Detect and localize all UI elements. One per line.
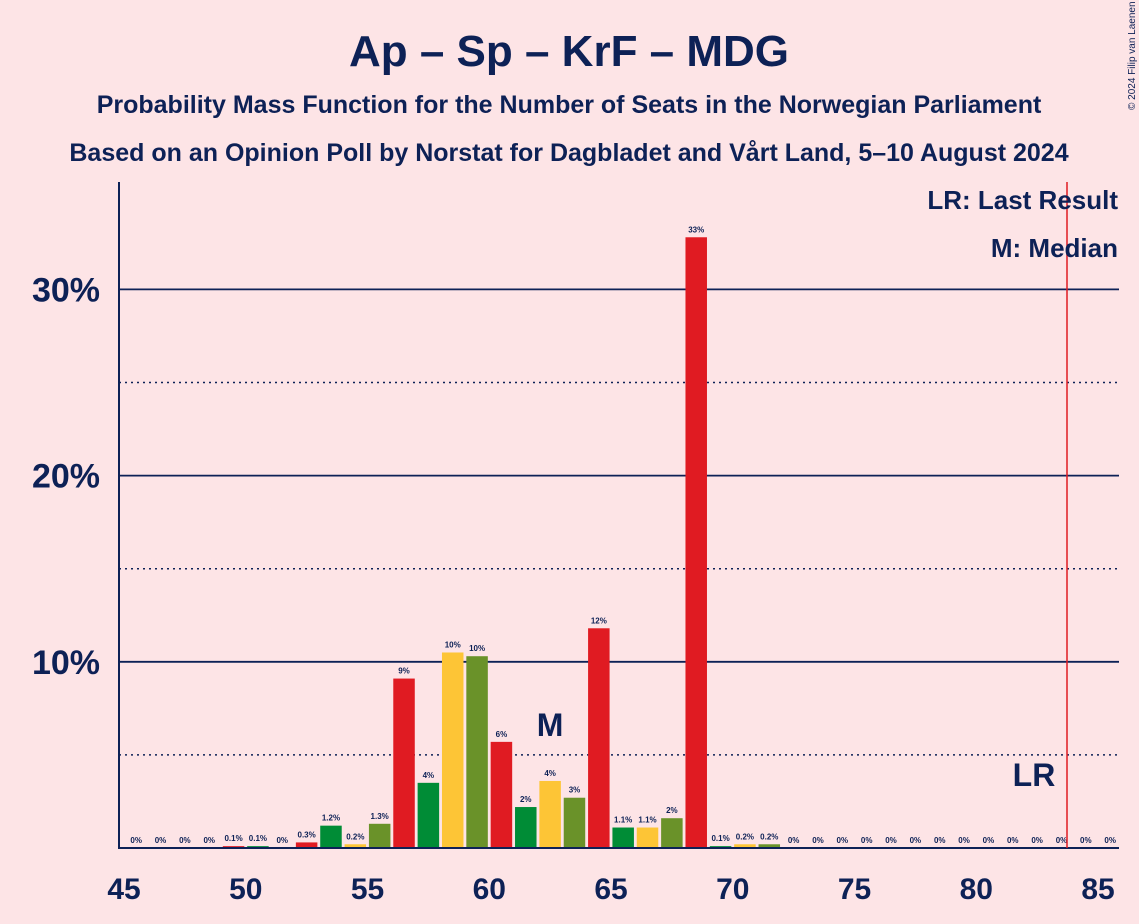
chart-title: Ap – Sp – KrF – MDG [349, 27, 789, 76]
y-tick-label: 20% [32, 458, 100, 496]
bar-label: 0% [812, 836, 824, 845]
x-tick-label: 80 [960, 873, 993, 906]
bar-label: 1.3% [371, 812, 389, 821]
y-axis-ticks: 10% 20% 30% [32, 271, 100, 681]
x-tick-label: 60 [473, 873, 506, 906]
bar-label: 0% [179, 836, 191, 845]
bar-label: 0% [861, 836, 873, 845]
x-tick-label: 70 [716, 873, 749, 906]
bar-seat-69 [685, 237, 707, 848]
bar-label: 0% [276, 836, 288, 845]
bar-label: 9% [398, 667, 410, 676]
legend-last-result: LR: Last Result [927, 185, 1118, 215]
bar-label: 0% [1104, 836, 1116, 845]
y-tick-label: 30% [32, 271, 100, 309]
y-tick-label: 10% [32, 644, 100, 682]
bar-label: 4% [544, 769, 556, 778]
x-tick-label: 75 [838, 873, 871, 906]
bar-label: 0.1% [711, 834, 729, 843]
bar-label: 0.2% [346, 832, 364, 841]
bar-seat-59 [441, 652, 464, 848]
bar-seat-58 [417, 782, 440, 848]
bar-label: 33% [688, 225, 704, 234]
bar-label: 4% [423, 771, 435, 780]
bar-label: 0% [1056, 836, 1068, 845]
bar-label: 0% [203, 836, 215, 845]
bar-seat-56 [368, 823, 391, 848]
bar-label: 0% [958, 836, 970, 845]
bar-label: 0% [788, 836, 800, 845]
gridlines [119, 288, 1119, 756]
bar-label: 1.2% [322, 814, 340, 823]
legend-median: M: Median [991, 233, 1118, 263]
bar-label: 6% [496, 730, 508, 739]
bar-label: 1.1% [638, 816, 656, 825]
chart-subtitle-1: Probability Mass Function for the Number… [97, 91, 1042, 119]
bar-seat-63 [539, 780, 561, 848]
last-result-marker: LR [1013, 757, 1056, 793]
bar-label: 0% [910, 836, 922, 845]
bar-seat-57 [393, 678, 415, 848]
bar-label: 0.3% [298, 830, 316, 839]
bar-label: 12% [591, 616, 607, 625]
bar-seat-62 [515, 807, 537, 848]
bar-label: 0% [983, 836, 995, 845]
bar-label: 10% [469, 644, 485, 653]
bar-seat-61 [490, 741, 513, 848]
bar-label: 0% [1031, 836, 1043, 845]
bar-label: 0% [1007, 836, 1019, 845]
bar-seat-71 [734, 844, 756, 848]
x-tick-label: 55 [351, 873, 384, 906]
bar-seat-60 [466, 656, 488, 848]
x-tick-label: 85 [1081, 873, 1114, 906]
bar-label: 0% [155, 836, 167, 845]
x-tick-label: 65 [594, 873, 627, 906]
x-tick-label: 45 [107, 873, 140, 906]
bar-seat-66 [612, 827, 634, 848]
x-axis-ticks: 45 50 55 60 65 70 75 80 85 [107, 873, 1114, 906]
bar-label: 2% [520, 795, 532, 804]
copyright-notice: © 2024 Filip van Laenen [1127, 1, 1138, 110]
bar-seat-67 [636, 827, 659, 848]
bar-seat-68 [661, 818, 683, 848]
bar-label: 0% [837, 836, 849, 845]
bar-seat-65 [588, 628, 610, 848]
bar-label: 0% [934, 836, 946, 845]
median-marker: M [537, 707, 564, 743]
bar-seat-64 [563, 797, 586, 848]
bar-seat-72 [758, 844, 781, 848]
bar-label: 2% [666, 806, 678, 815]
bar-label: 0% [1080, 836, 1092, 845]
bar-label: 10% [445, 640, 461, 649]
chart-subtitle-2: Based on an Opinion Poll by Norstat for … [69, 139, 1068, 167]
bar-label: 1.1% [614, 816, 632, 825]
bar-seat-53 [295, 842, 318, 848]
bar-label: 0.1% [224, 834, 242, 843]
bar-label: 0.1% [249, 834, 267, 843]
data-labels: 0% 0% 0% 0% 0.1% 0.1% 0% 0.3% 1.2% 0.2% 1.3% 9% 4% 10… [130, 225, 1116, 845]
bar-label: 0.2% [736, 832, 754, 841]
bar-seat-55 [344, 844, 367, 848]
bar-series [222, 237, 781, 848]
bar-label: 0% [130, 836, 142, 845]
bar-label: 0% [885, 836, 897, 845]
bar-label: 3% [569, 786, 581, 795]
x-tick-label: 50 [229, 873, 262, 906]
bar-label: 0.2% [760, 832, 778, 841]
bar-seat-54 [320, 825, 342, 848]
